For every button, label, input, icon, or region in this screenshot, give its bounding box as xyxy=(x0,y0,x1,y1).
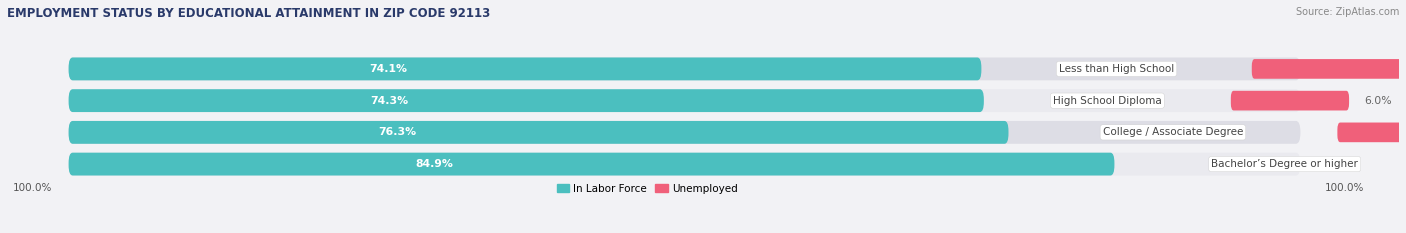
Text: 76.3%: 76.3% xyxy=(378,127,416,137)
FancyBboxPatch shape xyxy=(69,89,984,112)
Text: College / Associate Degree: College / Associate Degree xyxy=(1102,127,1243,137)
FancyBboxPatch shape xyxy=(69,58,1301,80)
Text: 6.0%: 6.0% xyxy=(1364,96,1392,106)
Text: 84.9%: 84.9% xyxy=(416,159,454,169)
Text: 74.1%: 74.1% xyxy=(370,64,408,74)
FancyBboxPatch shape xyxy=(1251,59,1406,79)
FancyBboxPatch shape xyxy=(1337,123,1406,142)
Text: Less than High School: Less than High School xyxy=(1059,64,1174,74)
Text: EMPLOYMENT STATUS BY EDUCATIONAL ATTAINMENT IN ZIP CODE 92113: EMPLOYMENT STATUS BY EDUCATIONAL ATTAINM… xyxy=(7,7,491,20)
Text: 100.0%: 100.0% xyxy=(1324,183,1364,193)
Text: 74.3%: 74.3% xyxy=(370,96,408,106)
Text: High School Diploma: High School Diploma xyxy=(1053,96,1161,106)
FancyBboxPatch shape xyxy=(69,121,1008,144)
FancyBboxPatch shape xyxy=(69,153,1115,175)
FancyBboxPatch shape xyxy=(1230,91,1350,110)
FancyBboxPatch shape xyxy=(69,121,1301,144)
FancyBboxPatch shape xyxy=(69,153,1301,175)
Text: Bachelor’s Degree or higher: Bachelor’s Degree or higher xyxy=(1212,159,1358,169)
Text: 100.0%: 100.0% xyxy=(13,183,52,193)
FancyBboxPatch shape xyxy=(69,58,981,80)
FancyBboxPatch shape xyxy=(69,89,1301,112)
Text: Source: ZipAtlas.com: Source: ZipAtlas.com xyxy=(1295,7,1399,17)
Legend: In Labor Force, Unemployed: In Labor Force, Unemployed xyxy=(553,179,742,198)
